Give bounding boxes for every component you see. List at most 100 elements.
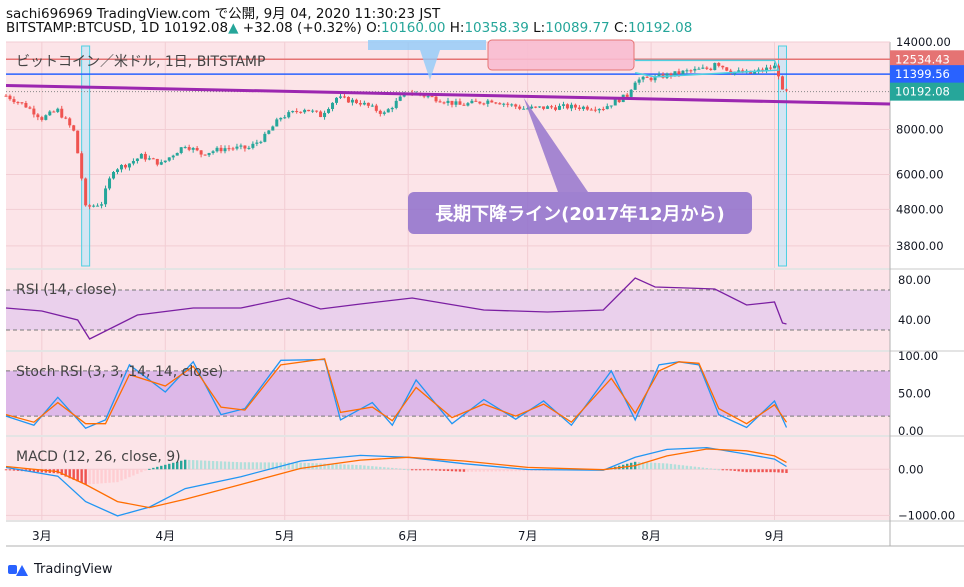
candle-body — [657, 74, 661, 77]
candle-body — [76, 130, 80, 154]
chart-canvas[interactable]: 3月 4月 5月 6月 7月 8月 9月 14000.00 8000.00 6000.00 4800… — [0, 0, 964, 560]
histogram-bar — [235, 462, 239, 470]
candle-body — [267, 130, 271, 134]
candle-body — [382, 112, 386, 114]
candle-body — [506, 103, 510, 105]
candle-body — [709, 68, 713, 71]
candle-body — [279, 117, 283, 120]
histogram-bar — [215, 461, 219, 470]
candle-body — [303, 109, 307, 113]
candle-body — [151, 158, 155, 160]
candle-body — [534, 106, 538, 108]
candle-body — [390, 107, 394, 110]
histogram-bar — [227, 461, 231, 470]
histogram-bar — [191, 460, 195, 470]
histogram-bar — [307, 462, 310, 470]
candle-body — [231, 148, 235, 150]
x-tick-label: 7月 — [518, 529, 538, 543]
candle-body — [48, 111, 52, 116]
candle-body — [609, 105, 613, 107]
candle-body — [438, 101, 442, 103]
candle-body — [104, 188, 108, 205]
histogram-bar — [355, 464, 358, 470]
histogram-bar — [641, 462, 645, 470]
candle-body — [478, 101, 482, 104]
histogram-bar — [673, 464, 677, 470]
candle-body — [215, 147, 219, 152]
candle-body — [765, 67, 769, 71]
histogram-bar — [140, 469, 143, 473]
candle-body — [331, 102, 335, 109]
histogram-bar — [474, 469, 478, 472]
histogram-bar — [203, 460, 207, 470]
candle-body — [183, 147, 187, 149]
candle-body — [68, 118, 72, 126]
histogram-bar — [518, 469, 521, 472]
candle-body — [219, 147, 223, 152]
candle-body — [474, 100, 478, 102]
candles-group — [4, 62, 788, 210]
candle-body — [446, 100, 450, 104]
histogram-bar — [96, 469, 99, 484]
candle-body — [685, 70, 689, 72]
series-line-d — [5, 358, 788, 425]
candle-body — [259, 141, 263, 143]
high-value: 10358.39 — [464, 20, 529, 36]
candle-body — [530, 106, 534, 109]
up-arrow-icon: ▲ — [228, 20, 239, 36]
candle-body — [693, 68, 697, 71]
candle-body — [255, 142, 259, 144]
histogram-bar — [414, 469, 418, 471]
candle-body — [60, 108, 64, 118]
candle-body — [565, 104, 569, 109]
candle-body — [681, 70, 685, 74]
histogram-bar — [442, 469, 446, 471]
histogram-bar — [741, 469, 744, 472]
histogram-bar — [713, 468, 716, 470]
histogram-bar — [231, 461, 235, 470]
histogram-bar — [438, 469, 442, 471]
candle-body — [52, 111, 56, 113]
candle-body — [171, 155, 175, 158]
candle-body — [247, 147, 251, 149]
candle-body — [593, 109, 597, 111]
callout-top-right — [487, 39, 635, 71]
candle-body — [275, 119, 279, 127]
candle-body — [12, 99, 16, 103]
y-tick-label: 50.00 — [898, 387, 931, 401]
candle-body — [613, 99, 617, 106]
candle-body — [450, 100, 454, 105]
histogram-bar — [251, 462, 255, 470]
candle-body — [442, 102, 446, 104]
histogram-bar — [28, 469, 32, 472]
candle-body — [577, 107, 581, 109]
histogram-bar — [247, 462, 251, 470]
pane-1-title: RSI (14, close) — [16, 282, 117, 298]
histogram-bar — [761, 469, 764, 473]
candle-body — [370, 105, 374, 107]
histogram-bar — [502, 469, 505, 472]
histogram-bar — [152, 467, 155, 470]
candle-body — [239, 145, 243, 147]
histogram-bar — [426, 469, 430, 471]
candle-body — [454, 101, 458, 105]
level-label-box — [890, 65, 964, 84]
candle-body — [295, 111, 299, 113]
histogram-bar — [32, 469, 36, 472]
candle-body — [358, 103, 362, 105]
histogram-bar — [199, 460, 203, 470]
histogram-bar — [765, 469, 768, 473]
histogram-bar — [522, 469, 525, 472]
candle-body — [550, 106, 554, 108]
histogram-bar — [773, 469, 776, 473]
histogram-bar — [379, 466, 382, 470]
candle-body — [155, 158, 159, 165]
candle-body — [362, 102, 366, 105]
level-label: 10192.08 — [895, 85, 950, 99]
histogram-bar — [454, 469, 458, 472]
histogram-bar — [156, 466, 159, 470]
candle-body — [251, 143, 255, 148]
candle-body — [80, 153, 84, 179]
histogram-bar — [458, 469, 462, 472]
histogram-bar — [406, 469, 410, 471]
